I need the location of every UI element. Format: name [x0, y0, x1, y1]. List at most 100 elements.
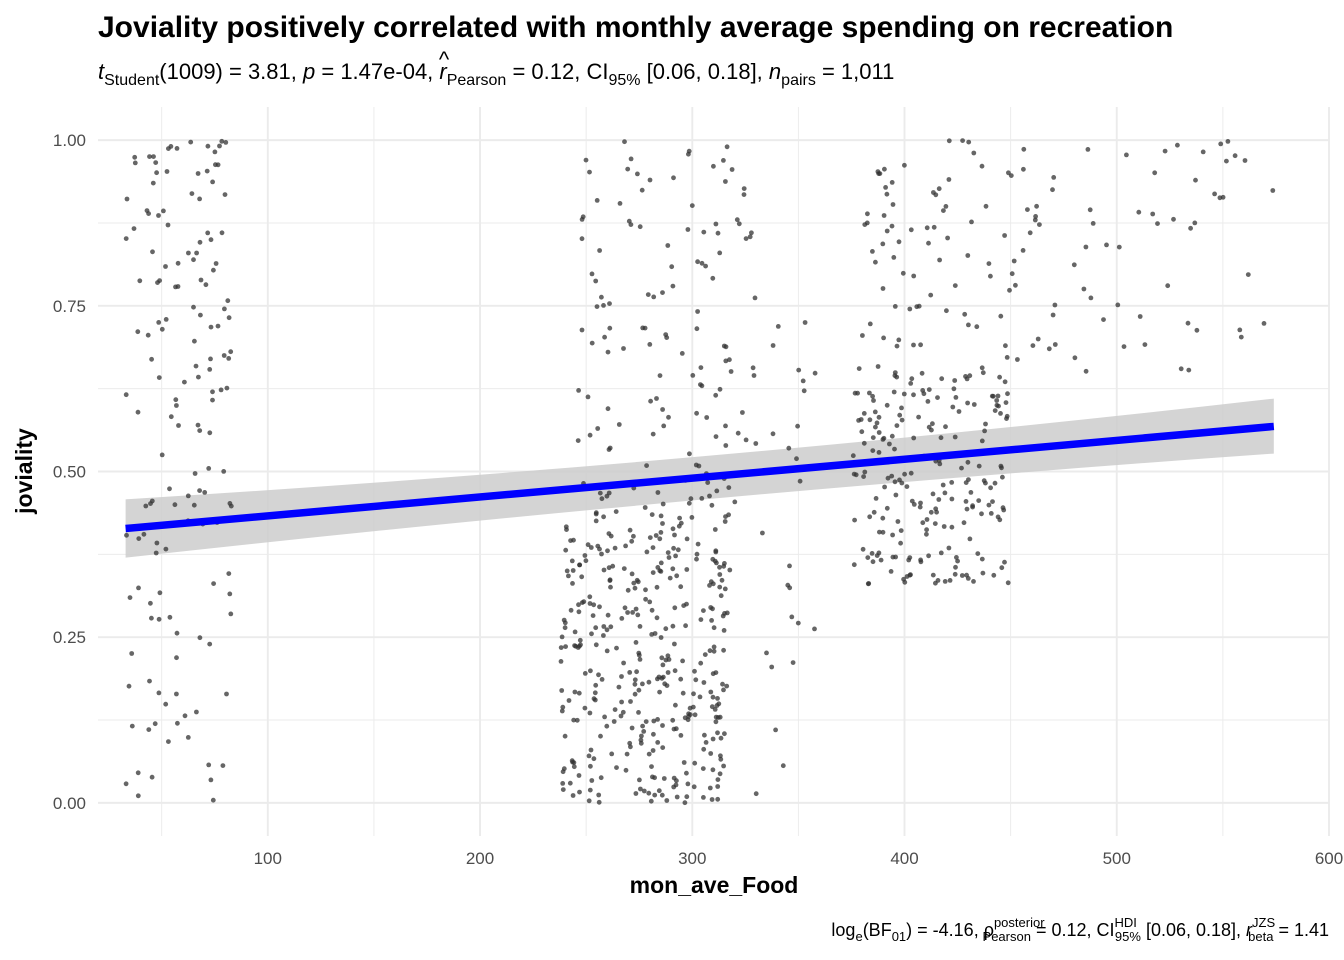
- data-point: [166, 739, 171, 744]
- data-point: [867, 417, 873, 423]
- data-point: [210, 797, 216, 803]
- data-point: [227, 591, 233, 597]
- regression-line-layer: [125, 422, 1275, 533]
- data-point: [988, 273, 993, 279]
- data-point: [616, 684, 622, 690]
- data-point: [637, 777, 642, 783]
- data-point: [1020, 248, 1026, 253]
- data-point: [715, 730, 720, 736]
- data-point: [656, 788, 662, 794]
- data-point: [1083, 368, 1089, 374]
- data-point: [961, 520, 967, 526]
- data-point: [638, 786, 643, 792]
- chart-title: Joviality positively correlated with mon…: [98, 11, 1173, 44]
- data-point: [998, 313, 1004, 319]
- data-point: [662, 681, 668, 687]
- data-point: [582, 553, 588, 558]
- data-point: [990, 499, 995, 504]
- data-point: [198, 312, 203, 318]
- data-point: [654, 396, 659, 401]
- data-point: [1033, 214, 1038, 219]
- data-point: [695, 259, 700, 265]
- data-point: [701, 680, 707, 685]
- data-point: [1218, 141, 1224, 147]
- data-point: [192, 338, 197, 344]
- data-point: [625, 587, 631, 593]
- data-point: [743, 437, 749, 443]
- data-point: [684, 567, 690, 572]
- x-axis-title: mon_ave_Food: [630, 872, 799, 898]
- data-point: [213, 261, 219, 266]
- data-point: [724, 610, 730, 616]
- data-point: [684, 770, 689, 776]
- data-point: [1046, 346, 1052, 352]
- data-point: [787, 563, 792, 569]
- data-point: [567, 780, 573, 786]
- data-point: [655, 490, 661, 495]
- data-point: [175, 260, 181, 266]
- data-point: [724, 683, 730, 689]
- data-point: [980, 570, 986, 576]
- data-point: [718, 753, 723, 759]
- data-point: [599, 294, 604, 300]
- data-point: [686, 500, 692, 506]
- data-point: [651, 294, 657, 300]
- data-point: [1003, 400, 1009, 405]
- y-tick-label: 0.25: [53, 628, 86, 647]
- data-point: [986, 502, 992, 508]
- data-point: [911, 392, 916, 398]
- data-point: [970, 503, 975, 509]
- data-point: [938, 550, 944, 556]
- data-point: [710, 736, 716, 742]
- data-point: [175, 284, 181, 289]
- data-point: [661, 423, 667, 429]
- data-point: [163, 701, 169, 707]
- data-point: [678, 520, 684, 526]
- data-point: [570, 793, 576, 798]
- data-point: [795, 423, 800, 429]
- data-point: [939, 376, 945, 382]
- data-point: [936, 186, 942, 192]
- data-point: [693, 677, 699, 683]
- data-point: [1238, 334, 1244, 340]
- data-point: [946, 138, 952, 144]
- data-point: [211, 267, 216, 273]
- data-point: [942, 490, 948, 496]
- data-point: [981, 478, 987, 484]
- data-points: [123, 138, 1276, 806]
- data-point: [796, 367, 802, 373]
- data-point: [601, 567, 607, 573]
- data-point: [655, 717, 660, 722]
- data-point: [1224, 158, 1229, 164]
- data-point: [911, 273, 917, 279]
- data-point: [917, 504, 923, 510]
- data-point: [593, 625, 599, 631]
- data-point: [640, 723, 645, 729]
- data-point: [708, 579, 714, 585]
- data-point: [579, 327, 585, 333]
- data-point: [933, 506, 939, 512]
- data-point: [701, 608, 706, 613]
- data-point: [773, 727, 778, 733]
- data-point: [694, 556, 699, 562]
- data-point: [918, 559, 924, 565]
- data-point: [711, 625, 717, 631]
- data-point: [651, 718, 657, 724]
- data-point: [708, 751, 714, 756]
- data-point: [705, 480, 711, 485]
- data-point: [606, 447, 612, 452]
- data-point: [937, 461, 943, 467]
- data-point: [715, 230, 721, 236]
- data-point: [876, 450, 882, 455]
- data-point: [657, 373, 663, 378]
- data-point: [945, 235, 950, 241]
- data-point: [877, 529, 882, 535]
- data-point: [1088, 295, 1094, 301]
- data-point: [873, 424, 878, 430]
- data-point: [595, 426, 601, 431]
- data-point: [1072, 355, 1078, 361]
- data-point: [601, 633, 606, 638]
- data-point: [212, 149, 218, 155]
- data-point: [908, 470, 914, 476]
- data-point: [642, 505, 648, 510]
